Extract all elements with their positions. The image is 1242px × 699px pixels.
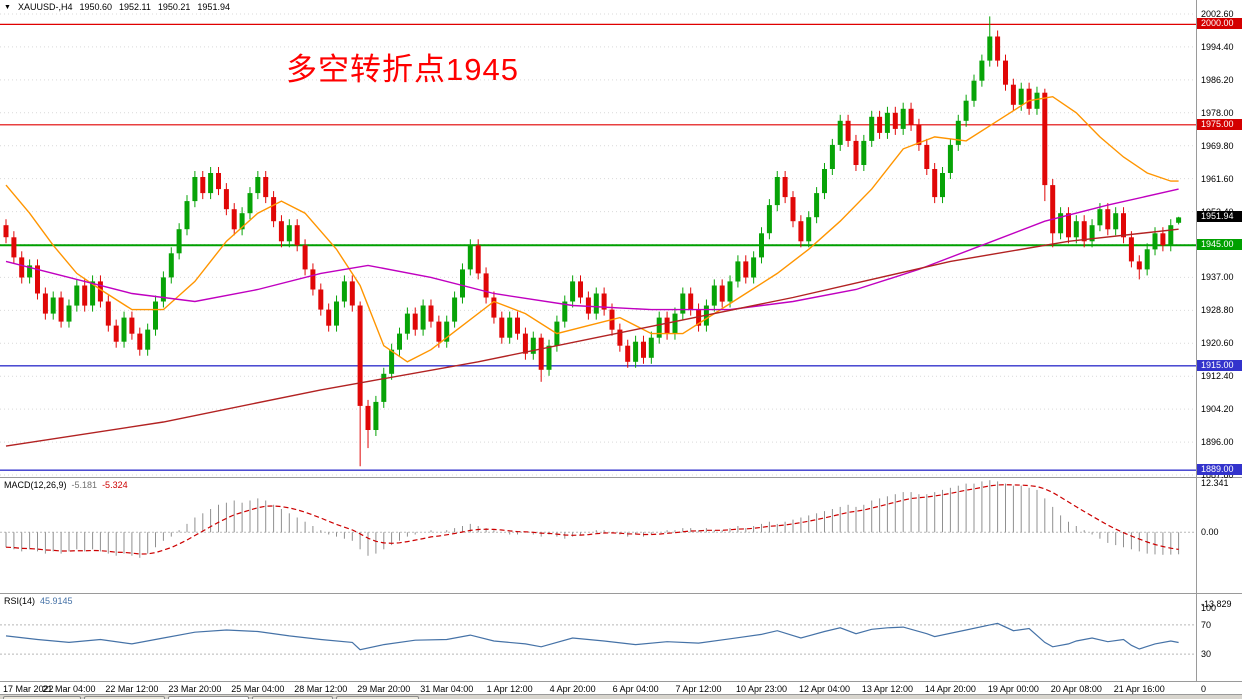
price-badge: 1951.94 [1197,211,1242,223]
time-axis-label: 10 Apr 23:00 [735,684,788,694]
price-tick-label: 1937.00 [1201,272,1234,283]
price-badge: 1975.00 [1197,118,1242,130]
price-tick-label: 1912.40 [1201,371,1234,382]
rsi-scale-label: 70 [1201,619,1212,630]
price-scale[interactable]: 2002.60 1994.40 1986.20 1978.00 1969.80 1961.… [1196,0,1242,699]
macd-signal-line [5,484,1179,555]
time-axis-label: 22 Mar 12:00 [105,684,159,694]
time-axis-label: 25 Mar 04:00 [231,684,285,694]
rsi-scale-label: 30 [1201,649,1212,660]
price-tick-label: 1920.60 [1201,338,1234,349]
time-axis-label: 21 Mar 04:00 [42,684,96,694]
macd-name: MACD(12,26,9) [4,480,67,490]
time-axis-label: 29 Mar 20:00 [357,684,411,694]
time-axis-label: 23 Mar 20:00 [168,684,222,694]
time-axis-label: 17 Mar 2022 [3,684,54,694]
price-badge: 1945.00 [1197,239,1242,251]
macd-scale-label: 0.00 [1201,527,1219,538]
time-axis-label: 28 Mar 12:00 [294,684,348,694]
macd-indicator-label: MACD(12,26,9) -5.181 -5.324 [4,480,128,490]
price-tick-label: 1928.80 [1201,305,1234,316]
low-value: 1950.21 [157,2,191,12]
price-badge: 1915.00 [1197,359,1242,371]
price-tick-label: 1961.60 [1201,173,1234,184]
chart-tab[interactable]: CHINA300,H4 [335,696,419,699]
ma-fast-line [5,95,1179,363]
chart-tab[interactable]: XAUUSD-,H4 [167,696,249,699]
time-axis-label: 7 Apr 12:00 [675,684,722,694]
price-badge: 1889.00 [1197,464,1242,476]
ma-slow-line [5,228,1179,447]
symbol-ohlc-info: ▼ XAUUSD-,H4 1950.60 1952.11 1950.21 195… [4,2,230,12]
rsi-scale-label: 0 [1201,684,1207,694]
time-axis-label: 6 Apr 04:00 [612,684,659,694]
close-value: 1951.94 [197,2,230,12]
macd-scale-label: 12.341 [1201,478,1229,488]
chart-tab[interactable]: USDJPY-,H4 [3,696,81,699]
time-axis-label: 4 Apr 20:00 [549,684,596,694]
ma-mid-line [5,188,1179,311]
time-axis-label: 1 Apr 12:00 [486,684,533,694]
time-axis-label: 13 Apr 12:00 [861,684,913,694]
chart-tab[interactable]: AUDUSD-,H4 [83,696,165,699]
price-tick-label: 1904.20 [1201,404,1234,415]
high-value: 1952.11 [119,2,151,12]
annotation-text: 多空转折点1945 [286,52,519,87]
rsi-name: RSI(14) [4,596,36,606]
price-tick-label: 1978.00 [1201,107,1234,118]
candles-layer [3,16,1182,467]
price-badge: 2000.00 [1197,18,1242,30]
price-tick-label: 1986.20 [1201,74,1234,85]
price-tick-label: 1994.40 [1201,41,1234,52]
open-value: 1950.60 [79,2,112,12]
chart-tab-bar[interactable]: USDJPY-,H4AUDUSD-,H4XAUUSD-,H4GBPUSD-,H4… [0,694,1242,699]
rsi-value: 45.9145 [40,596,73,606]
time-axis-label: 19 Apr 00:00 [987,684,1039,694]
time-axis-label: 12 Apr 04:00 [798,684,850,694]
rsi-indicator-label: RSI(14) 45.9145 [4,596,73,606]
rsi-line [5,622,1179,651]
price-tick-label: 1896.00 [1201,437,1234,448]
chart-dropdown-arrow-icon[interactable]: ▼ [4,3,11,11]
time-axis-label: 31 Mar 04:00 [420,684,474,694]
time-axis[interactable]: 17 Mar 2022 21 Mar 04:00 22 Mar 12:00 23 Ma… [0,683,1242,695]
time-axis-label: 21 Apr 16:00 [1113,684,1165,694]
chart-tab[interactable]: GBPUSD-,H4 [251,696,333,699]
price-tick-label: 2002.60 [1201,9,1234,19]
macd-signal-value: -5.324 [102,480,128,490]
macd-value: -5.181 [71,480,98,490]
rsi-scale-label: 100 [1201,603,1217,613]
macd-scale-label: -13.829 [1201,599,1232,609]
symbol-timeframe-label: XAUUSD-,H4 [17,2,73,12]
time-axis-label: 20 Apr 08:00 [1050,684,1102,694]
time-axis-label: 14 Apr 20:00 [924,684,976,694]
price-tick-label: 1969.80 [1201,140,1234,151]
